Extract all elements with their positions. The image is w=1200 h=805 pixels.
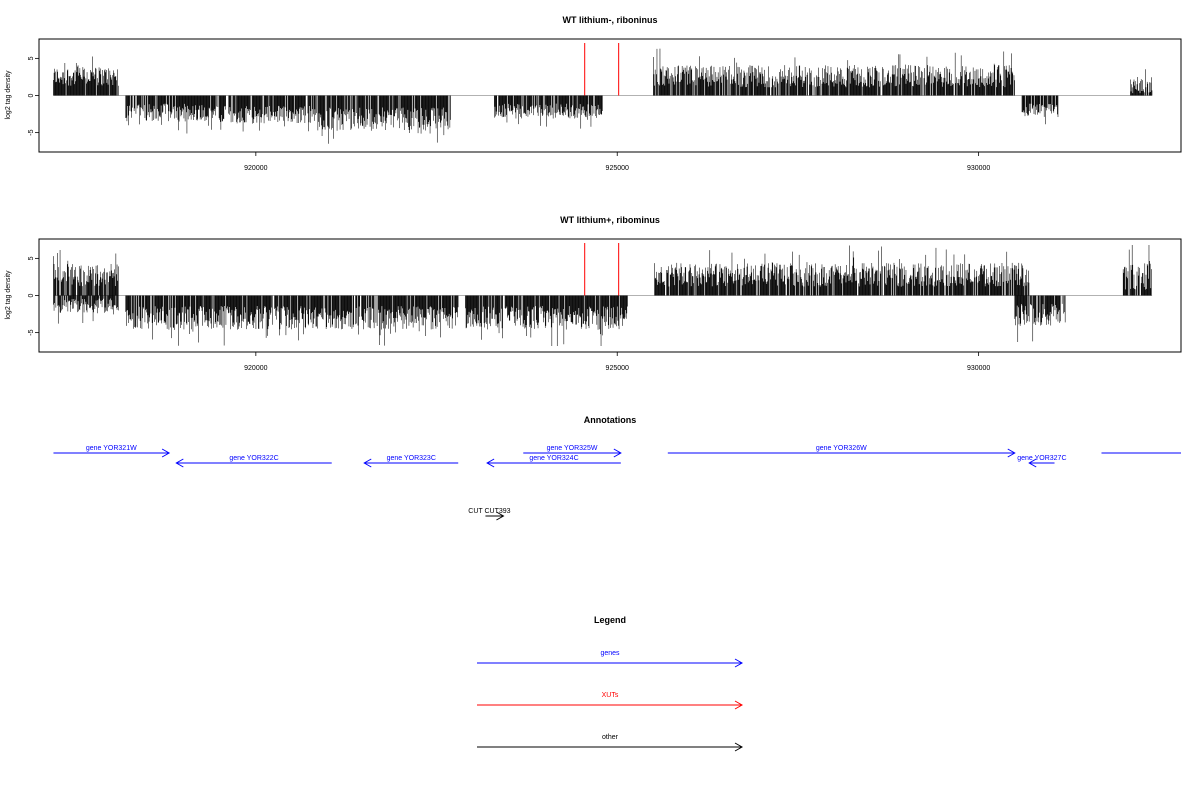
y-tick-label: -5 <box>28 129 35 135</box>
panel-2-x-axis: 920000 925000 930000 <box>244 352 990 372</box>
legend-label: genes <box>600 650 620 657</box>
x-tick-label: 925000 <box>606 165 629 172</box>
arrow-head-icon <box>1028 458 1037 468</box>
panel-2-y-axis: -5 0 5 <box>28 256 39 336</box>
arrow-head-icon <box>613 448 622 458</box>
x-tick-label: 920000 <box>244 165 267 172</box>
panel-1-ylabel: log2 tag density <box>5 70 12 120</box>
panel-2: WT lithium+, ribominus log2 tag density … <box>5 215 1182 372</box>
gene-label: gene YOR325W <box>547 445 598 452</box>
y-tick-label: 0 <box>28 93 35 97</box>
arrow-head-icon <box>161 448 171 458</box>
annotation-other: CUT CUT393 <box>468 508 511 521</box>
gene-label: gene YOR324C <box>529 455 578 462</box>
gene-label: gene YOR323C <box>387 455 436 462</box>
arrow-head-icon <box>734 742 744 752</box>
annotation-genes: gene YOR321W gene YOR322C gene YOR323C gene… <box>53 445 1181 468</box>
gene-label: gene YOR321W <box>86 445 137 452</box>
gene-label: gene YOR327C <box>1017 455 1066 462</box>
panel-1: WT lithium-, riboninus log2 tag density … <box>5 15 1182 172</box>
y-tick-label: 5 <box>28 56 35 60</box>
panel-2-bars <box>53 245 1153 346</box>
annotations-title: Annotations <box>584 415 637 425</box>
panel-1-x-axis: 920000 925000 930000 <box>244 152 990 172</box>
arrow-head-icon <box>734 658 744 668</box>
x-tick-label: 925000 <box>606 365 629 372</box>
x-tick-label: 920000 <box>244 365 267 372</box>
density-bars <box>53 48 1153 144</box>
gene-label: gene YOR326W <box>816 445 867 452</box>
panel-2-ylabel: log2 tag density <box>5 270 12 320</box>
density-bars <box>53 245 1152 346</box>
gene-label: gene YOR322C <box>229 455 278 462</box>
legend-title: Legend <box>594 615 626 625</box>
x-tick-label: 930000 <box>967 365 990 372</box>
arrow-head-icon <box>363 458 372 468</box>
y-tick-label: 0 <box>28 293 35 297</box>
panel-1-markers <box>584 43 620 96</box>
panel-2-markers <box>584 243 620 296</box>
y-tick-label: -5 <box>28 329 35 335</box>
y-tick-label: 5 <box>28 256 35 260</box>
panel-1-title: WT lithium-, riboninus <box>563 15 658 25</box>
panel-1-bars <box>53 48 1153 144</box>
x-tick-label: 930000 <box>967 165 990 172</box>
legend-panel: Legend genes XUTs other <box>477 615 744 752</box>
arrow-head-icon <box>496 511 505 521</box>
legend-label: other <box>602 734 619 741</box>
arrow-head-icon <box>486 458 495 468</box>
panel-1-y-axis: -5 0 5 <box>28 56 39 136</box>
legend-label: XUTs <box>602 692 619 699</box>
arrow-head-icon <box>1007 448 1016 458</box>
legend-items: genes XUTs other <box>477 650 744 752</box>
other-label: CUT CUT393 <box>468 508 510 515</box>
arrow-head-icon <box>734 700 744 710</box>
panel-2-title: WT lithium+, ribominus <box>560 215 660 225</box>
arrow-head-icon <box>175 458 184 468</box>
